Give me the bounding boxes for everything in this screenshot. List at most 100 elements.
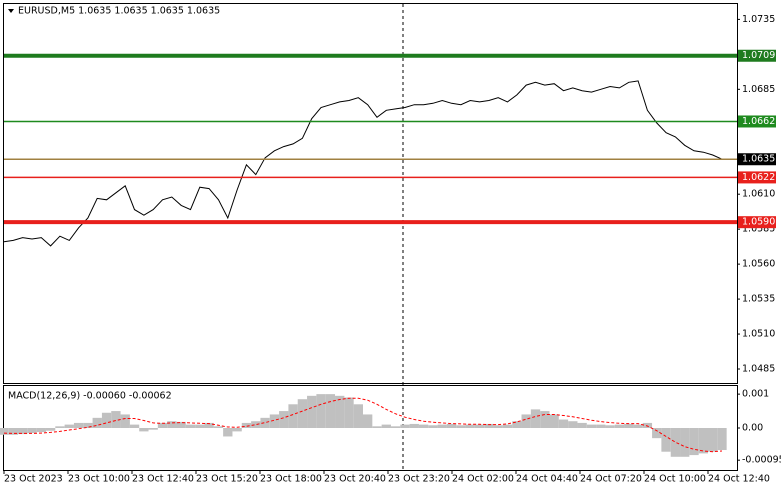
price-level-label: 1.0709 xyxy=(742,50,775,61)
macd-bar xyxy=(614,424,625,428)
macd-bar xyxy=(27,428,37,434)
macd-bar xyxy=(670,428,681,457)
macd-bar xyxy=(596,424,606,428)
macd-bar xyxy=(381,424,391,428)
macd-bar xyxy=(297,399,308,428)
x-tick-label: 23 Oct 12:40 xyxy=(132,474,194,485)
macd-bar xyxy=(624,423,634,428)
macd-bar xyxy=(316,394,326,428)
macd-bar xyxy=(45,428,56,431)
macd-title: MACD(12,26,9) -0.00060 -0.00062 xyxy=(8,391,172,402)
macd-bar xyxy=(232,428,242,432)
macd-bar xyxy=(185,424,196,428)
macd-bar xyxy=(92,417,102,428)
macd-bar xyxy=(586,424,597,428)
macd-bar xyxy=(642,422,653,428)
macd-bar xyxy=(83,422,93,428)
y-tick-label: 1.0685 xyxy=(742,84,775,95)
macd-bar xyxy=(204,422,214,428)
y-tick-label: 1.0560 xyxy=(742,259,775,270)
macd-bar xyxy=(493,425,503,428)
x-tick-label: 23 Oct 18:00 xyxy=(260,474,322,485)
macd-bar xyxy=(680,428,690,457)
y-tick-label: 1.0535 xyxy=(742,294,775,305)
y-tick-label: 1.0610 xyxy=(742,189,775,200)
macd-bar xyxy=(157,422,168,428)
macd-bar xyxy=(176,421,186,428)
y-tick-label: 1.0510 xyxy=(742,329,775,340)
price-level-tag xyxy=(738,153,776,166)
price-level-tag xyxy=(738,49,776,62)
macd-bar xyxy=(558,419,569,428)
macd-bar xyxy=(652,428,662,439)
x-tick-label: 24 Oct 07:20 xyxy=(580,474,642,485)
price-level-label: 1.0622 xyxy=(742,172,775,183)
macd-bar xyxy=(708,428,718,452)
macd-bar xyxy=(335,395,345,428)
price-frame xyxy=(3,3,738,384)
macd-bar xyxy=(698,428,709,454)
macd-bar xyxy=(363,414,373,428)
x-tick-label: 24 Oct 04:40 xyxy=(516,474,578,485)
macd-bar xyxy=(400,424,410,428)
macd-bar xyxy=(474,424,485,428)
price-level-tag xyxy=(738,115,776,128)
macd-bar xyxy=(502,424,513,428)
x-tick-label: 24 Oct 10:00 xyxy=(644,474,706,485)
macd-bar xyxy=(605,425,615,428)
macd-bar xyxy=(288,404,298,428)
y-tick-label: 1.0485 xyxy=(742,364,775,375)
macd-bar xyxy=(269,414,280,428)
macd-bar xyxy=(409,423,419,428)
dropdown-icon xyxy=(8,9,14,13)
x-tick-label: 24 Oct 02:00 xyxy=(452,474,514,485)
y-tick-label: 0.001 xyxy=(742,389,769,400)
macd-bar xyxy=(73,422,84,428)
macd-bar xyxy=(139,428,149,432)
price-title: EURUSD,M5 1.0635 1.0635 1.0635 1.0635 xyxy=(18,6,220,17)
macd-bar xyxy=(540,411,550,428)
macd-bar xyxy=(307,395,317,428)
signal-line xyxy=(3,397,723,453)
macd-bar xyxy=(549,414,559,428)
x-tick-label: 23 Oct 15:20 xyxy=(196,474,258,485)
macd-bar xyxy=(101,412,112,428)
macd-bar xyxy=(55,426,65,428)
price-line xyxy=(3,80,723,247)
price-level-label: 1.0635 xyxy=(742,154,775,165)
macd-bar xyxy=(465,424,475,428)
macd-bar xyxy=(446,423,457,428)
macd-bar xyxy=(530,409,541,428)
macd-bar xyxy=(512,421,522,428)
y-tick-label: 1.0585 xyxy=(742,224,775,235)
macd-bar xyxy=(223,428,233,437)
x-tick-label: 23 Oct 23:20 xyxy=(388,474,450,485)
macd-bar xyxy=(279,411,289,428)
macd-bar xyxy=(484,423,494,428)
macd-bar xyxy=(437,424,447,428)
macd-bar xyxy=(260,417,270,428)
macd-bar xyxy=(64,424,74,428)
x-tick-label: 24 Oct 12:40 xyxy=(708,474,770,485)
macd-bar xyxy=(344,397,354,428)
macd-bar xyxy=(8,428,18,435)
macd-bar xyxy=(428,425,438,428)
macd-bar xyxy=(456,425,466,428)
x-tick-label: 23 Oct 2023 xyxy=(4,474,63,485)
macd-bar xyxy=(325,394,336,428)
macd-bar xyxy=(148,428,158,430)
macd-bar xyxy=(36,428,46,433)
price-level-label: 1.0662 xyxy=(742,116,775,127)
macd-bar xyxy=(111,411,121,428)
x-tick-label: 23 Oct 20:40 xyxy=(324,474,386,485)
macd-bar xyxy=(251,421,261,428)
macd-bar xyxy=(689,428,699,456)
macd-bar xyxy=(633,424,643,428)
macd-bar xyxy=(213,426,224,428)
y-tick-label: 1.0735 xyxy=(742,14,775,25)
price-level-tag xyxy=(738,216,776,229)
macd-bar xyxy=(129,424,140,428)
macd-bar xyxy=(661,428,671,452)
price-level-label: 1.0590 xyxy=(742,217,775,228)
